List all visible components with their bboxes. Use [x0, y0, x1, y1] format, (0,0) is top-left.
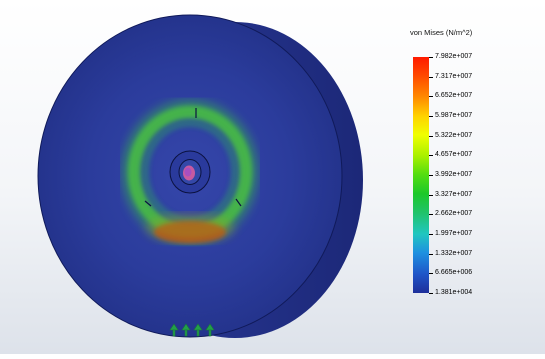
- legend-tick: [429, 273, 433, 275]
- legend-tick: [429, 175, 433, 176]
- legend-tick: [429, 135, 433, 137]
- legend-tick: [429, 253, 433, 255]
- legend-tick-label: 7.317e+007: [435, 72, 473, 80]
- fixture-arrow-icon: [169, 323, 215, 337]
- legend-tick-label: 3.327e+007: [435, 190, 473, 198]
- legend-tick-label: 4.657e+007: [435, 151, 473, 159]
- legend-color-bar: [413, 57, 429, 293]
- hub: [169, 150, 211, 194]
- hot-spot: [146, 214, 234, 243]
- legend-tick-label: 6.652e+007: [435, 92, 473, 100]
- legend-tick: [429, 76, 433, 78]
- legend-tick-label: 5.987e+007: [435, 112, 473, 119]
- legend-tick-label: 7.982e+007: [435, 53, 473, 60]
- legend-tick-label: 3.992e+007: [435, 171, 473, 178]
- legend-tick: [429, 57, 433, 58]
- legend-tick: [429, 214, 433, 216]
- legend-tick-label: 2.662e+007: [435, 210, 473, 218]
- ring-segment-lines: [144, 108, 242, 207]
- legend-tick-label: 1.997e+007: [435, 230, 473, 237]
- legend-tick: [429, 194, 433, 196]
- legend-tick-label: 6.665e+006: [435, 269, 473, 277]
- legend-tick: [429, 234, 433, 235]
- legend-tick-label: 1.332e+007: [435, 249, 473, 257]
- legend-title: von Mises (N/m^2): [410, 28, 473, 37]
- legend-tick: [429, 96, 433, 98]
- stress-legend: von Mises (N/m^2) 7.982e+007 7.317e+007 6.…: [405, 24, 543, 314]
- legend-tick: [429, 293, 433, 294]
- legend-tick: [429, 116, 433, 117]
- legend-tick: [429, 155, 433, 157]
- legend-tick-label: 5.322e+007: [435, 131, 473, 139]
- legend-tick-label: 1.381e+004: [435, 289, 473, 296]
